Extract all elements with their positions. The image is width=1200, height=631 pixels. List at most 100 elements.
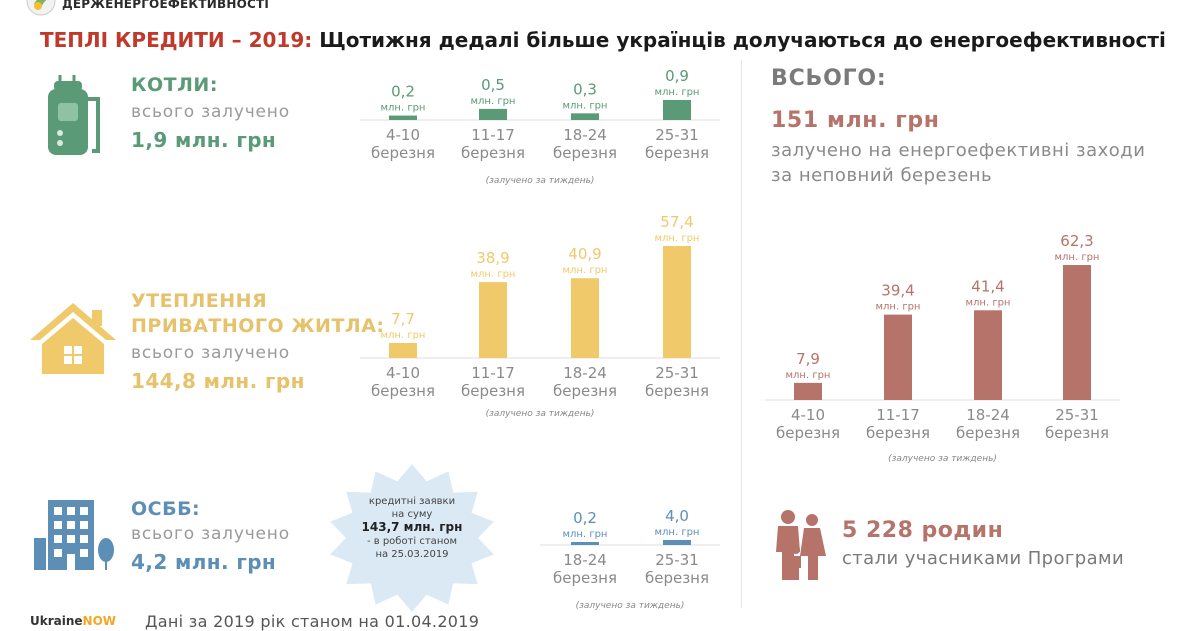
- housing-bar: [479, 282, 507, 358]
- osbb-title: ОСББ:: [131, 498, 201, 520]
- housing-category-label: 11-17: [471, 364, 515, 382]
- housing-amount: 144,8 млн. грн: [131, 369, 305, 393]
- logo-main: Ukraine: [30, 614, 83, 628]
- total-title: ВСЬОГО:: [771, 66, 887, 91]
- osbb-category-label: березня: [553, 569, 617, 587]
- logo-accent: NOW: [82, 614, 117, 628]
- starburst-badge: [330, 464, 494, 612]
- osbb-value-label: 0,2: [573, 509, 597, 527]
- housing-category-label: березня: [371, 382, 435, 400]
- family-icon: [776, 510, 826, 580]
- agency-logo-icon: [26, 0, 56, 16]
- housing-unit-label: млн. грн: [563, 265, 608, 276]
- starburst-amount: 143,7 млн. грн: [361, 520, 463, 534]
- column-divider: [741, 60, 742, 608]
- boilers-category-label: березня: [371, 144, 435, 162]
- headline-highlight: ТЕПЛІ КРЕДИТИ – 2019:: [40, 28, 313, 52]
- osbb-unit-label: млн. грн: [655, 527, 700, 538]
- total-value-label: 62,3: [1060, 232, 1093, 250]
- total-description: залучено на енергоефективні заходи за не…: [771, 140, 1146, 186]
- boilers-unit-label: млн. грн: [381, 103, 426, 114]
- boilers-title: КОТЛИ:: [131, 74, 218, 96]
- total-value-label: 39,4: [881, 282, 914, 300]
- boilers-bar: [389, 115, 417, 120]
- starburst-line3: - в роботі станом: [366, 536, 458, 547]
- total-value-label: 41,4: [971, 277, 1004, 295]
- boilers-bar: [479, 108, 507, 120]
- boilers-category-label: 4-10: [386, 126, 420, 144]
- osbb-unit-label: млн. грн: [563, 529, 608, 540]
- total-unit-label: млн. грн: [876, 302, 921, 313]
- housing-category-label: 18-24: [563, 364, 607, 382]
- housing-value-label: 40,9: [568, 245, 601, 263]
- total-unit-label: млн. грн: [786, 370, 831, 381]
- total-category-label: березня: [866, 424, 930, 442]
- ukraine-now-logo: UkraineNOW: [30, 614, 116, 628]
- housing-category-label: 25-31: [655, 364, 699, 382]
- osbb-category-label: березня: [645, 569, 709, 587]
- total-bar: [1063, 265, 1091, 400]
- boilers-category-label: березня: [645, 144, 709, 162]
- total-bar: [974, 310, 1002, 400]
- credit-applications-note: кредитні заявки на суму 143,7 млн. грн -…: [344, 495, 480, 561]
- housing-caption: (залучено за тиждень): [486, 409, 595, 419]
- boilers-caption: (залучено за тиждень): [486, 176, 595, 186]
- house-icon: [30, 303, 116, 374]
- starburst-line1: кредитні заявки: [368, 496, 456, 507]
- housing-title-line2: ПРИВАТНОГО ЖИТЛА:: [131, 315, 385, 337]
- starburst-line2: на суму: [391, 509, 433, 520]
- total-value-label: 7,9: [796, 350, 820, 368]
- boilers-category-label: березня: [461, 144, 525, 162]
- total-category-label: березня: [1045, 424, 1109, 442]
- boilers-category-label: 11-17: [471, 126, 515, 144]
- housing-category-label: березня: [553, 382, 617, 400]
- housing-category-label: 4-10: [386, 364, 420, 382]
- agency-name: ДЕРЖЕНЕРГОЕФЕКТИВНОСТІ: [62, 0, 270, 11]
- total-category-label: березня: [776, 424, 840, 442]
- page-headline: ТЕПЛІ КРЕДИТИ – 2019: Щотижня дедалі біл…: [40, 28, 1166, 52]
- osbb-amount: 4,2 млн. грн: [131, 550, 277, 574]
- footer-note: Дані за 2019 рік станом на 01.04.2019: [145, 612, 480, 631]
- boilers-amount: 1,9 млн. грн: [131, 128, 277, 152]
- housing-subtitle: всього залучено: [131, 343, 290, 363]
- total-caption: (залучено за тиждень): [888, 454, 997, 464]
- boilers-bar: [663, 100, 691, 120]
- osbb-bar: [663, 540, 691, 545]
- housing-category-label: березня: [461, 382, 525, 400]
- boilers-category-label: 25-31: [655, 126, 699, 144]
- boiler-icon: [48, 75, 100, 155]
- housing-value-label: 57,4: [660, 213, 693, 231]
- families-description: стали учасниками Програми: [842, 548, 1125, 569]
- total-category-label: 11-17: [876, 406, 920, 424]
- headline-text: Щотижня дедалі більше українців долучают…: [312, 28, 1166, 52]
- boilers-value-label: 0,9: [665, 67, 689, 85]
- total-category-label: 25-31: [1055, 406, 1099, 424]
- boilers-unit-label: млн. грн: [471, 96, 516, 107]
- housing-title-line1: УТЕПЛЕННЯ: [131, 290, 268, 312]
- housing-value-label: 7,7: [391, 310, 415, 328]
- housing-unit-label: млн. грн: [471, 269, 516, 280]
- osbb-category-label: 18-24: [563, 551, 607, 569]
- housing-bar: [389, 342, 417, 358]
- osbb-subtitle: всього залучено: [131, 524, 290, 544]
- housing-unit-label: млн. грн: [655, 233, 700, 244]
- starburst-line4: на 25.03.2019: [375, 549, 449, 560]
- total-bar: [884, 314, 912, 400]
- housing-bar: [663, 246, 691, 358]
- total-unit-label: млн. грн: [966, 297, 1011, 308]
- osbb-caption: (залучено за тиждень): [576, 601, 685, 611]
- boilers-category-label: 18-24: [563, 126, 607, 144]
- apartment-building-icon: [34, 500, 114, 570]
- total-category-label: 18-24: [966, 406, 1010, 424]
- total-category-label: березня: [956, 424, 1020, 442]
- boilers-value-label: 0,5: [481, 76, 505, 94]
- boilers-category-label: березня: [553, 144, 617, 162]
- housing-bar: [571, 278, 599, 358]
- total-bar: [794, 382, 822, 400]
- total-amount: 151 млн. грн: [771, 108, 940, 133]
- boilers-unit-label: млн. грн: [563, 100, 608, 111]
